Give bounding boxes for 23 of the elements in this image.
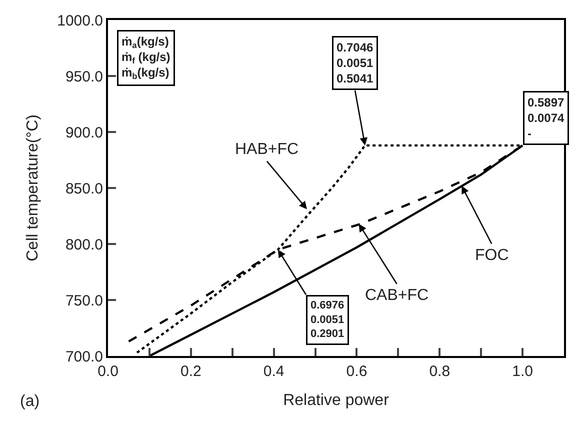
y-tick-label: 700.0 bbox=[65, 348, 103, 366]
annotation: HAB+FC bbox=[235, 141, 299, 158]
y-tick-label: 950.0 bbox=[65, 68, 103, 86]
y-tick-label: 1000.0 bbox=[57, 12, 103, 30]
x-tick-label: 0.8 bbox=[429, 363, 450, 380]
y-tick-label: 900.0 bbox=[65, 124, 103, 142]
annotation: 0.5897 0.0074 - bbox=[528, 96, 565, 141]
x-tick-label: 0.0 bbox=[98, 363, 118, 380]
annotation: CAB+FC bbox=[365, 287, 429, 304]
text: (a) bbox=[20, 393, 40, 410]
y-tick-label: 750.0 bbox=[65, 292, 103, 310]
annotation: 0.6976 0.0051 0.2901 bbox=[310, 300, 344, 340]
annotation: FOC bbox=[475, 247, 509, 264]
x-tick-label: 0.2 bbox=[180, 363, 202, 380]
y-tick-label: 800.0 bbox=[65, 236, 103, 254]
y-axis-title: Cell temperature(°C) bbox=[24, 114, 42, 262]
x-axis-title: Relative power bbox=[283, 392, 390, 410]
x-tick-label: 0.6 bbox=[346, 363, 368, 380]
annotation: 0.7046 0.0051 0.5041 bbox=[336, 40, 374, 86]
text: ṁ$_{a}$(kg/s) ṁ$_{f}$ (kg/s) ṁ$_{b}$(kg/s) bbox=[122, 34, 170, 82]
x-tick-label: 1.0 bbox=[512, 363, 533, 380]
x-tick-label: 0.4 bbox=[263, 363, 284, 380]
y-tick-label: 850.0 bbox=[65, 180, 103, 198]
